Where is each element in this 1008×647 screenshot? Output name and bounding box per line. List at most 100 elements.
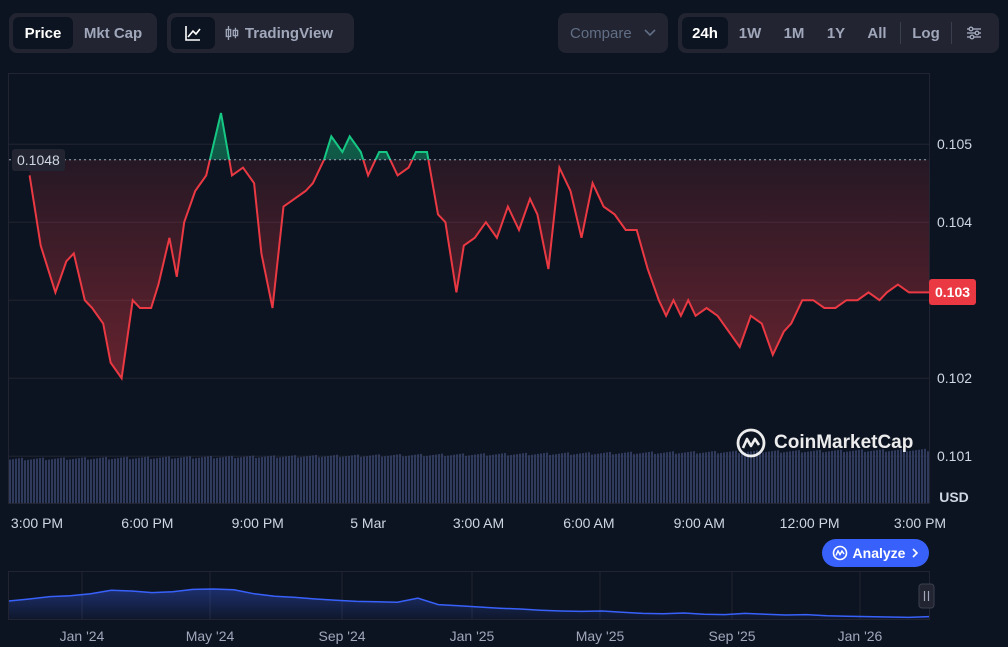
tradingview-label: TradingView (244, 24, 333, 42)
volume-bar (441, 453, 443, 503)
price-chart[interactable]: 0.105 0.104 0.103 0.102 0.101 USD (0, 0, 1008, 512)
volume-bar (669, 451, 671, 503)
log-scale-button[interactable]: Log (912, 24, 940, 42)
volume-bar (687, 452, 689, 503)
volume-bar (432, 454, 434, 503)
x-tick-label: 12:00 PM (779, 515, 840, 531)
volume-bar (261, 457, 263, 503)
volume-bar (450, 455, 452, 503)
price-area-below (29, 159, 929, 379)
volume-bar (300, 457, 302, 503)
volume-bar (129, 459, 131, 503)
volume-bar (906, 451, 908, 503)
volume-bar (15, 458, 17, 503)
volume-bar (717, 453, 719, 503)
volume-bar (357, 454, 359, 503)
volume-bar (660, 453, 662, 503)
volume-bar (60, 457, 62, 503)
volume-bar (414, 454, 416, 503)
volume-bar (555, 454, 557, 503)
volume-bar (783, 452, 785, 503)
volume-bar (750, 451, 752, 503)
volume-bar (9, 459, 11, 503)
compare-dropdown[interactable]: Compare (558, 13, 668, 53)
volume-bar (558, 453, 560, 503)
volume-bar (828, 451, 830, 503)
volume-bar (594, 454, 596, 503)
volume-bar (738, 453, 740, 503)
x-tick-label: 3:00 PM (893, 515, 947, 531)
market-cap-tab[interactable]: Mkt Cap (83, 24, 143, 42)
volume-bar (456, 454, 458, 503)
analyze-button[interactable]: Analyze (822, 539, 929, 567)
volume-bar (384, 456, 386, 503)
volume-bar (333, 455, 335, 503)
volume-bar (837, 450, 839, 503)
volume-bar (804, 452, 806, 503)
volume-bar (723, 452, 725, 503)
volume-bar (447, 455, 449, 503)
volume-bar (201, 457, 203, 503)
navigator-line (8, 588, 930, 619)
volume-bar (855, 450, 857, 503)
volume-bar (417, 454, 419, 503)
navigator-tick-label: Sep '24 (318, 628, 366, 644)
volume-bar (273, 455, 275, 503)
range-1y[interactable]: 1Y (826, 24, 846, 42)
volume-bar (369, 455, 371, 503)
toolbar-divider (951, 22, 952, 44)
volume-bar (51, 459, 53, 503)
price-tab[interactable]: Price (13, 17, 73, 49)
volume-bar (753, 450, 755, 503)
volume-bar (249, 456, 251, 503)
volume-bar (420, 453, 422, 503)
volume-bar (921, 449, 923, 503)
volume-bar (267, 456, 269, 503)
analyze-label: Analyze (852, 545, 906, 561)
volume-bar (45, 460, 47, 503)
volume-bar (642, 452, 644, 503)
volume-bar (327, 456, 329, 503)
volume-bar (795, 450, 797, 503)
volume-bar (684, 452, 686, 503)
volume-bar (609, 452, 611, 503)
volume-bar (351, 455, 353, 503)
chart-settings-button[interactable] (954, 17, 994, 49)
volume-bar (498, 453, 500, 503)
navigator-handle[interactable] (918, 583, 935, 609)
volume-bar (225, 456, 227, 503)
volume-bar (891, 450, 893, 503)
tradingview-button[interactable]: TradingView (215, 17, 343, 49)
volume-bar (585, 452, 587, 503)
volume-bar (624, 452, 626, 503)
volume-bar (603, 452, 605, 503)
volume-bar (810, 451, 812, 503)
volume-bar (495, 454, 497, 503)
range-1w[interactable]: 1W (738, 24, 762, 42)
volume-bar (171, 458, 173, 503)
volume-bar (510, 454, 512, 503)
range-1m[interactable]: 1M (783, 24, 805, 42)
navigator-tick-label: Sep '25 (708, 628, 756, 644)
range-all[interactable]: All (867, 24, 887, 42)
volume-bar (732, 451, 734, 503)
volume-bar (165, 456, 167, 503)
volume-bar (135, 458, 137, 503)
volume-bar (549, 455, 551, 503)
volume-bar (282, 456, 284, 503)
volume-bar (411, 455, 413, 503)
navigator-tick-label: Jan '25 (449, 628, 495, 644)
volume-bar (771, 451, 773, 503)
range-24h[interactable]: 24h (682, 17, 728, 49)
volume-bar (312, 455, 314, 503)
volume-bar (918, 449, 920, 503)
line-chart-button[interactable] (171, 17, 215, 49)
volume-bar (156, 458, 158, 503)
x-tick-label: 3:00 AM (452, 515, 505, 531)
volume-bar (144, 457, 146, 503)
range-navigator[interactable] (0, 565, 1008, 625)
volume-bar (258, 457, 260, 503)
volume-bar (528, 455, 530, 503)
volume-bar (336, 454, 338, 503)
volume-bar (57, 458, 59, 503)
